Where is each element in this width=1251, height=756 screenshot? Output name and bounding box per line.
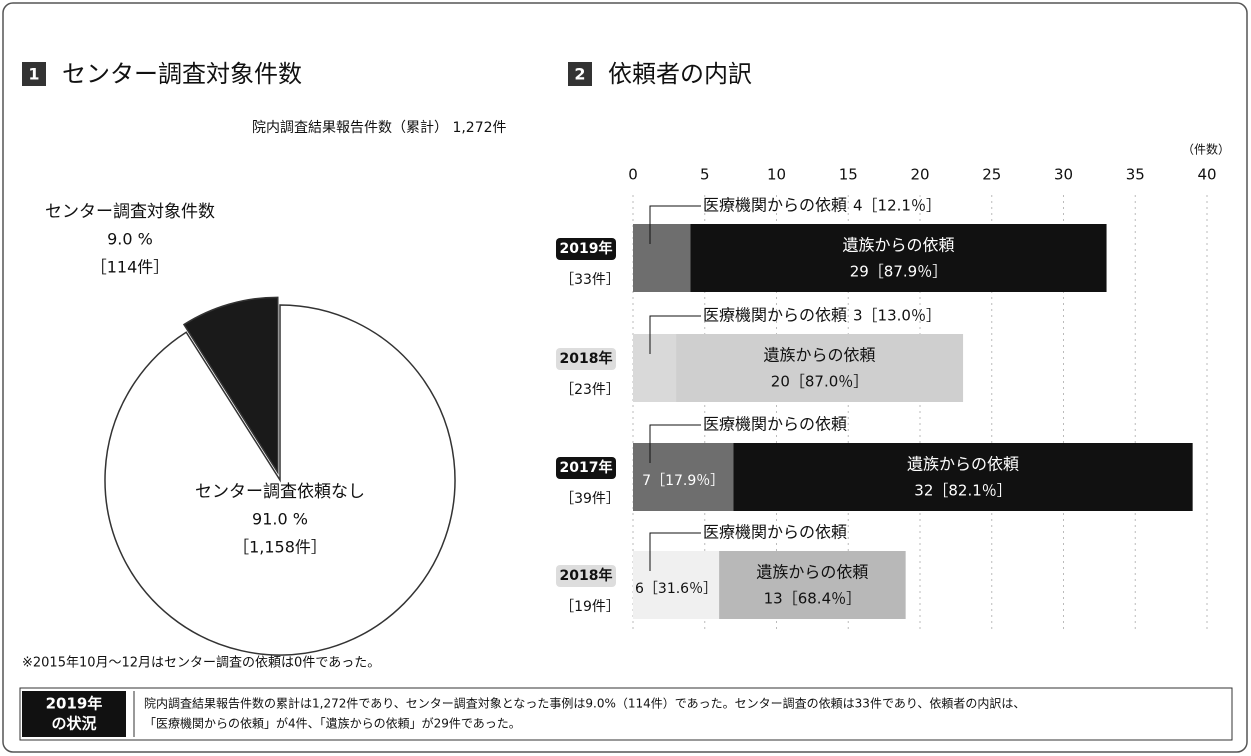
x-tick-label: 35 [1126,166,1145,184]
badge-bg [22,62,46,86]
value-label: 20［87.0％］ [771,373,869,391]
bar-segment [733,443,1193,511]
total-label: ［33件］ [560,272,620,288]
x-tick-label: 5 [700,166,710,184]
pie-slice [104,304,456,656]
y-tick-label: 2018年 [560,350,613,367]
x-tick-label: 0 [628,166,638,184]
value-label: 4［12.1％］ [853,197,941,215]
footnote: ※2015年10月～12月はセンター調査の依頼は0件であった。 [22,656,380,671]
series-label: 遺族からの依頼 [764,346,876,365]
chart-title: センター調査対象件数 [62,60,302,88]
value-label: 6［31.6％］ [635,581,717,597]
bar-segment [633,334,677,402]
x-tick-label: 40 [1197,166,1216,184]
series-label: 医療機関からの依頼 [703,523,847,542]
year-badge-bg [556,348,616,370]
x-tick-label: 30 [1054,166,1073,184]
year-badge-bg [556,565,616,587]
series-label: 医療機関からの依頼 [703,306,847,325]
badge: 1 [28,65,39,84]
series-label: 遺族からの依頼 [756,563,868,582]
y-tick-label: 2019年 [560,240,613,257]
x-tick-label: 15 [839,166,858,184]
pie-slice [182,296,279,475]
slice-label: センター調査依頼なし [195,482,365,502]
summary-badge: 2019年 [46,695,103,713]
value-label: 7［17.9％］ [642,473,724,489]
x-tick-label: 25 [982,166,1001,184]
series-label: 遺族からの依頼 [907,455,1019,474]
callout [649,532,701,571]
bar-segment [719,551,906,619]
series-label: 医療機関からの依頼 [703,415,847,434]
slice-count: ［1,158件］ [233,538,327,557]
x-tick-label: 10 [767,166,786,184]
bar-segment [690,224,1107,292]
unit-label: （件数） [1182,142,1230,157]
x-tick-label: 20 [910,166,929,184]
bar-segment [633,551,720,619]
summary-badge-bg [22,691,126,737]
y-tick-label: 2018年 [560,567,613,584]
callout [649,205,701,244]
summary-badge: の状況 [51,715,96,733]
summary-text: 院内調査結果報告件数の累計は1,272件であり、センター調査対象となった事例は9… [144,696,1025,711]
bar-segment [676,334,964,402]
summary-box [19,687,1233,741]
series-label: 医療機関からの依頼 [703,196,847,215]
badge: 2 [574,65,585,84]
value-label: 29［87.9％］ [850,263,948,281]
subtitle: 院内調査結果報告件数（累計） 1,272件 [252,120,507,136]
slice-value: 9.0 % [107,230,153,249]
total-label: ［19件］ [560,599,620,615]
summary-text: 「医療機関からの依頼」が4件、「遺族からの依頼」が29件であった。 [144,716,521,731]
value-label: 3［13.0％］ [853,307,941,325]
y-tick-label: 2017年 [560,459,613,476]
value-label: 13［68.4％］ [764,590,862,608]
series-label: 遺族からの依頼 [842,236,954,255]
slice-count: ［114件］ [91,258,170,277]
year-badge-bg [556,238,616,260]
slice-label: センター調査対象件数 [45,202,215,222]
slice-value: 91.0 % [252,510,308,529]
callout [649,424,701,463]
total-label: ［23件］ [560,382,620,398]
total-label: ［39件］ [560,491,620,507]
bar-segment [633,224,691,292]
year-badge-bg [556,457,616,479]
callout [649,315,701,354]
value-label: 32［82.1％］ [914,482,1012,500]
chart-title: 依頼者の内訳 [608,60,752,88]
badge-bg [568,62,592,86]
